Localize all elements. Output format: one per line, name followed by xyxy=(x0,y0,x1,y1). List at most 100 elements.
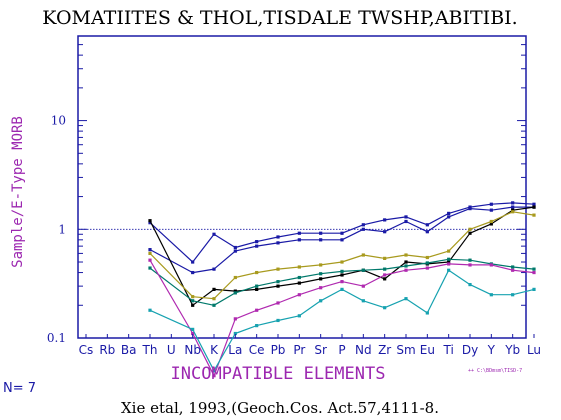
series-3-point xyxy=(404,260,408,264)
series-5-point xyxy=(532,267,536,271)
series-4-point xyxy=(148,251,152,256)
series-6-point xyxy=(383,273,387,277)
series-6-point xyxy=(148,258,152,262)
series-3-point xyxy=(489,222,493,226)
series-3-point xyxy=(532,205,536,209)
series-1-point xyxy=(361,223,365,227)
series-6-point xyxy=(511,268,515,272)
series-1-point xyxy=(297,231,301,235)
series-1-point xyxy=(511,201,515,205)
y-tick-label: 10 xyxy=(51,114,66,128)
series-7-point xyxy=(489,293,493,297)
series-4-point xyxy=(297,265,301,269)
series-1-point xyxy=(233,245,237,250)
series-7-point xyxy=(212,369,216,373)
y-ticks: 0.1 1 10 xyxy=(47,35,526,345)
series-7-point xyxy=(361,299,365,303)
series-5-point xyxy=(276,280,280,284)
series-2-point xyxy=(383,230,387,234)
series-5-point xyxy=(404,264,408,268)
series-4-point xyxy=(191,295,195,299)
x-tick-label-k: K xyxy=(210,343,219,357)
series-layer xyxy=(148,201,536,378)
series-5-point xyxy=(233,291,237,295)
series-2-point xyxy=(361,227,365,231)
series-3-point xyxy=(191,303,195,307)
series-6-point xyxy=(489,263,493,267)
series-6-point xyxy=(276,301,280,305)
series-2-point xyxy=(148,248,152,252)
series-3-point xyxy=(297,281,301,285)
series-7-point xyxy=(447,268,451,272)
series-5-point xyxy=(340,269,344,273)
series-4-point xyxy=(468,227,472,231)
series-5-point xyxy=(297,275,301,280)
series-line-1 xyxy=(149,202,535,263)
x-tick-label-ti: Ti xyxy=(443,343,454,357)
series-2-point xyxy=(233,249,237,253)
series-5-point xyxy=(425,261,429,265)
series-7-point xyxy=(468,282,472,287)
x-tick-label-th: Th xyxy=(142,343,158,357)
series-6-point xyxy=(532,270,536,275)
series-3-point xyxy=(383,277,387,281)
series-2-point xyxy=(276,241,280,245)
series-4-point xyxy=(383,256,387,260)
series-7-point xyxy=(297,314,301,318)
series-6-point xyxy=(447,262,451,266)
series-5-point xyxy=(383,267,387,271)
series-2-point xyxy=(425,230,429,234)
series-5-point xyxy=(511,265,515,269)
series-7-point xyxy=(511,293,515,297)
x-tick-label-yb: Yb xyxy=(504,343,520,357)
y-tick-label: 0.1 xyxy=(47,331,66,345)
series-4-point xyxy=(447,249,451,253)
series-6-point xyxy=(468,263,472,267)
series-2-point xyxy=(212,267,216,271)
series-4-point xyxy=(489,219,493,224)
series-2-point xyxy=(447,215,451,219)
series-6-point xyxy=(212,374,216,378)
series-4-point xyxy=(233,275,237,280)
x-tick-label-dy: Dy xyxy=(462,343,478,357)
x-tick-label-zr: Zr xyxy=(378,343,391,357)
series-6-point xyxy=(361,284,365,288)
series-5-point xyxy=(361,268,365,272)
plot-frame xyxy=(77,35,527,339)
series-5-point xyxy=(447,257,451,261)
x-tick-label-y: Y xyxy=(487,343,496,357)
sample-count: N= 7 xyxy=(3,381,36,396)
series-4-point xyxy=(276,267,280,271)
x-tick-label-eu: Eu xyxy=(420,343,435,357)
series-7-point xyxy=(191,327,195,331)
series-2-point xyxy=(191,270,195,275)
series-5-point xyxy=(191,299,195,303)
series-2-point xyxy=(489,208,493,212)
series-7-point xyxy=(276,318,280,323)
series-6-point xyxy=(297,293,301,297)
series-7-point xyxy=(148,308,152,312)
series-3-point xyxy=(447,260,451,264)
series-1-point xyxy=(148,221,152,225)
x-tick-label-pr: Pr xyxy=(293,343,305,357)
series-7-point xyxy=(255,324,259,328)
series-1-point xyxy=(255,240,259,244)
series-1-point xyxy=(532,202,536,206)
series-7-point xyxy=(425,311,429,315)
series-2-point xyxy=(468,207,472,211)
x-tick-label-p: P xyxy=(338,343,345,357)
series-2-point xyxy=(511,205,515,209)
series-3-point xyxy=(212,287,216,291)
series-3-point xyxy=(276,284,280,288)
series-5-point xyxy=(468,258,472,262)
series-6-point xyxy=(425,266,429,270)
x-tick-label-la: La xyxy=(228,343,242,357)
series-1-point xyxy=(425,223,429,227)
series-7-point xyxy=(383,306,387,310)
series-4-point xyxy=(255,270,259,275)
x-tick-label-pb: Pb xyxy=(271,343,286,357)
x-tick-label-rb: Rb xyxy=(99,343,115,357)
x-tick-label-ba: Ba xyxy=(121,343,137,357)
x-tick-label-nd: Nd xyxy=(355,343,372,357)
